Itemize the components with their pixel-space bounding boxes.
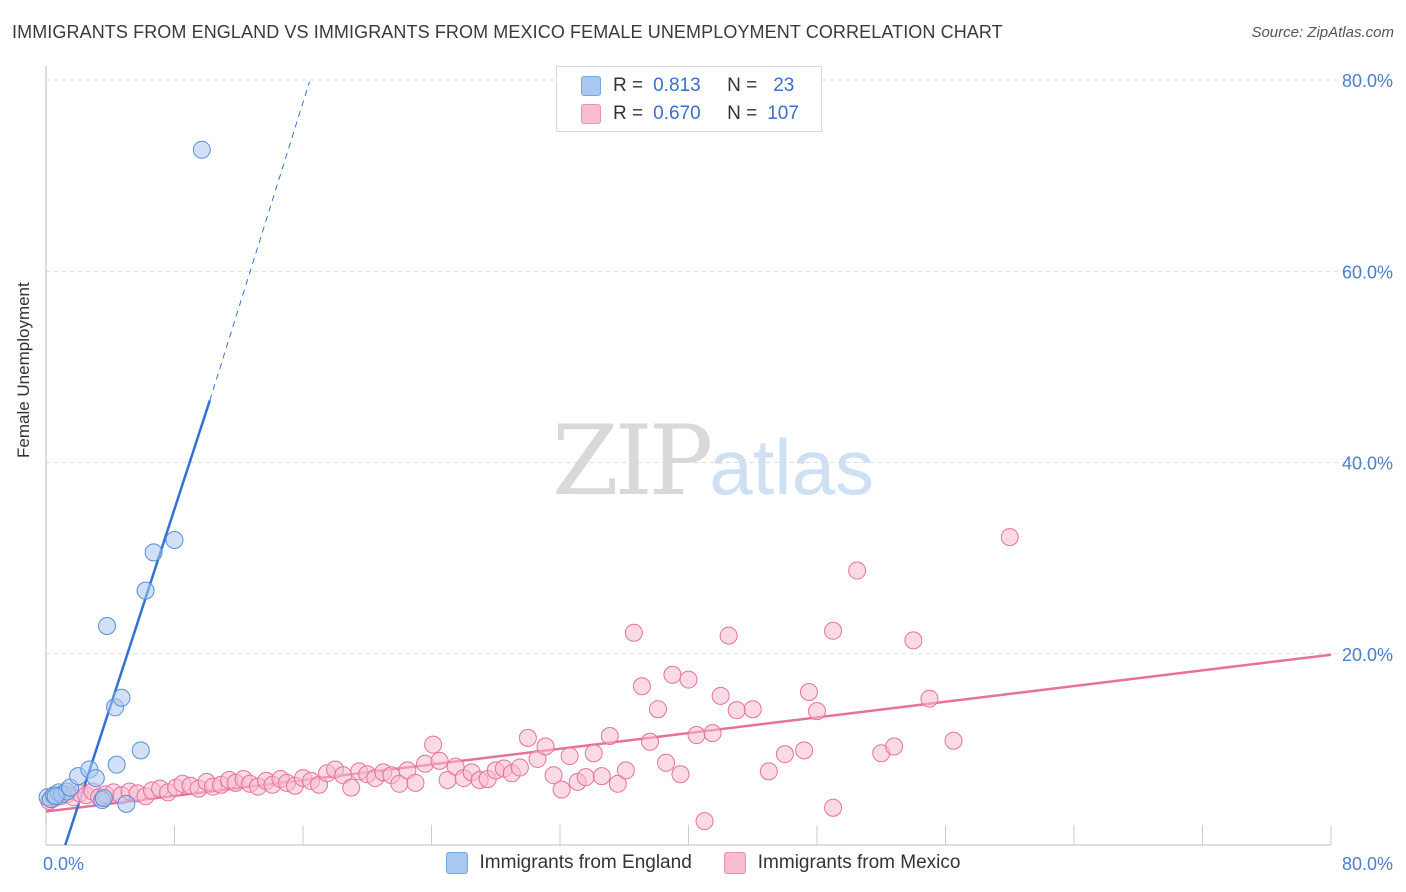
- mexico-point: [584, 744, 603, 763]
- mexico-point: [719, 626, 738, 645]
- mexico-point: [824, 798, 843, 817]
- england-point: [136, 581, 155, 600]
- y-tick-label: 40.0%: [1342, 454, 1393, 474]
- source-label: Source: ZipAtlas.com: [1251, 24, 1394, 41]
- mexico-point: [695, 812, 714, 831]
- mexico-point: [759, 762, 778, 781]
- mexico-point: [600, 726, 619, 745]
- england-point: [46, 787, 65, 806]
- mexico-point: [671, 765, 690, 784]
- mexico-r-label: R =: [613, 103, 644, 124]
- legend-row-england: R = 0.813 N = 23: [581, 72, 794, 100]
- england-legend-swatch: [445, 852, 468, 874]
- england-swatch: [581, 76, 601, 96]
- mexico-point: [679, 670, 698, 689]
- mexico-point: [608, 774, 627, 793]
- mexico-point: [687, 726, 706, 745]
- legend-item-england[interactable]: Immigrants from England: [445, 852, 692, 874]
- mexico-point: [544, 766, 563, 785]
- england-point: [117, 794, 136, 813]
- mexico-point: [424, 735, 443, 754]
- mexico-point: [1000, 528, 1019, 547]
- england-point: [192, 140, 211, 159]
- mexico-point: [711, 686, 730, 705]
- y-axis-label: Female Unemployment: [14, 282, 33, 458]
- england-n-value: 23: [773, 75, 795, 96]
- mexico-swatch: [581, 104, 601, 124]
- correlation-legend: R = 0.813 N = 23 R = 0.670 N = 107: [556, 66, 822, 132]
- mexico-point: [795, 741, 814, 760]
- gridlines: [46, 79, 1392, 655]
- mexico-r-value: 0.670: [653, 103, 701, 124]
- mexico-point: [640, 732, 659, 751]
- mexico-point: [592, 767, 611, 786]
- england-point: [131, 741, 150, 760]
- mexico-point: [727, 701, 746, 720]
- england-point: [94, 789, 113, 808]
- england-n-label: N =: [727, 75, 758, 96]
- mexico-point: [648, 700, 667, 719]
- mexico-point: [944, 731, 963, 750]
- mexico-point: [552, 780, 571, 799]
- england-point: [86, 769, 105, 788]
- x-tick-label: 0.0%: [43, 854, 84, 874]
- england-point: [107, 755, 126, 774]
- mexico-point: [518, 728, 537, 747]
- y-tick-label: 20.0%: [1342, 645, 1393, 665]
- y-tick-label: 60.0%: [1342, 262, 1393, 282]
- mexico-point: [632, 677, 651, 696]
- england-point: [165, 530, 184, 549]
- mexico-point: [663, 665, 682, 684]
- axes: [45, 66, 1332, 846]
- england-point: [112, 688, 131, 707]
- legend-row-mexico: R = 0.670 N = 107: [581, 100, 799, 128]
- england-r-label: R =: [613, 75, 644, 96]
- mexico-point: [657, 753, 676, 772]
- legend-item-mexico[interactable]: Immigrants from Mexico: [723, 852, 961, 874]
- mexico-point: [406, 773, 425, 792]
- mexico-point: [808, 702, 826, 721]
- mexico-point: [430, 751, 449, 770]
- y-tick-label: 80.0%: [1342, 71, 1393, 91]
- mexico-point: [743, 700, 762, 719]
- mexico-point: [824, 621, 843, 640]
- mexico-point: [904, 631, 923, 650]
- tick-labels: 20.0% 40.0% 60.0% 80.0% 0.0% 80.0%: [43, 71, 1393, 874]
- england-r-value: 0.813: [653, 75, 701, 96]
- mexico-legend-swatch: [723, 852, 746, 874]
- mexico-point: [560, 747, 579, 766]
- england-point: [144, 543, 163, 562]
- chart-title: IMMIGRANTS FROM ENGLAND VS IMMIGRANTS FR…: [12, 22, 1003, 42]
- series-legend: Immigrants from England Immigrants from …: [0, 852, 1406, 874]
- england-legend-label: Immigrants from England: [479, 852, 692, 873]
- mexico-point: [920, 689, 939, 708]
- mexico-point: [624, 623, 643, 642]
- data-points: [38, 140, 1019, 831]
- mexico-point: [775, 745, 794, 764]
- mexico-n-value: 107: [767, 103, 799, 124]
- mexico-point: [536, 737, 555, 756]
- mexico-point: [703, 724, 722, 743]
- x-tick-label: 80.0%: [1342, 854, 1393, 874]
- mexico-legend-label: Immigrants from Mexico: [757, 852, 961, 873]
- trend-lines: [45, 81, 1332, 846]
- mexico-point: [576, 768, 595, 787]
- mexico-n-label: N =: [727, 103, 758, 124]
- mexico-point: [848, 561, 867, 580]
- mexico-point: [885, 737, 904, 756]
- england-point: [98, 617, 117, 636]
- mexico-point: [342, 778, 361, 797]
- mexico-point: [799, 683, 818, 701]
- mexico-point: [510, 758, 529, 777]
- england-trend-extension: [209, 81, 310, 401]
- mexico-point: [616, 761, 635, 780]
